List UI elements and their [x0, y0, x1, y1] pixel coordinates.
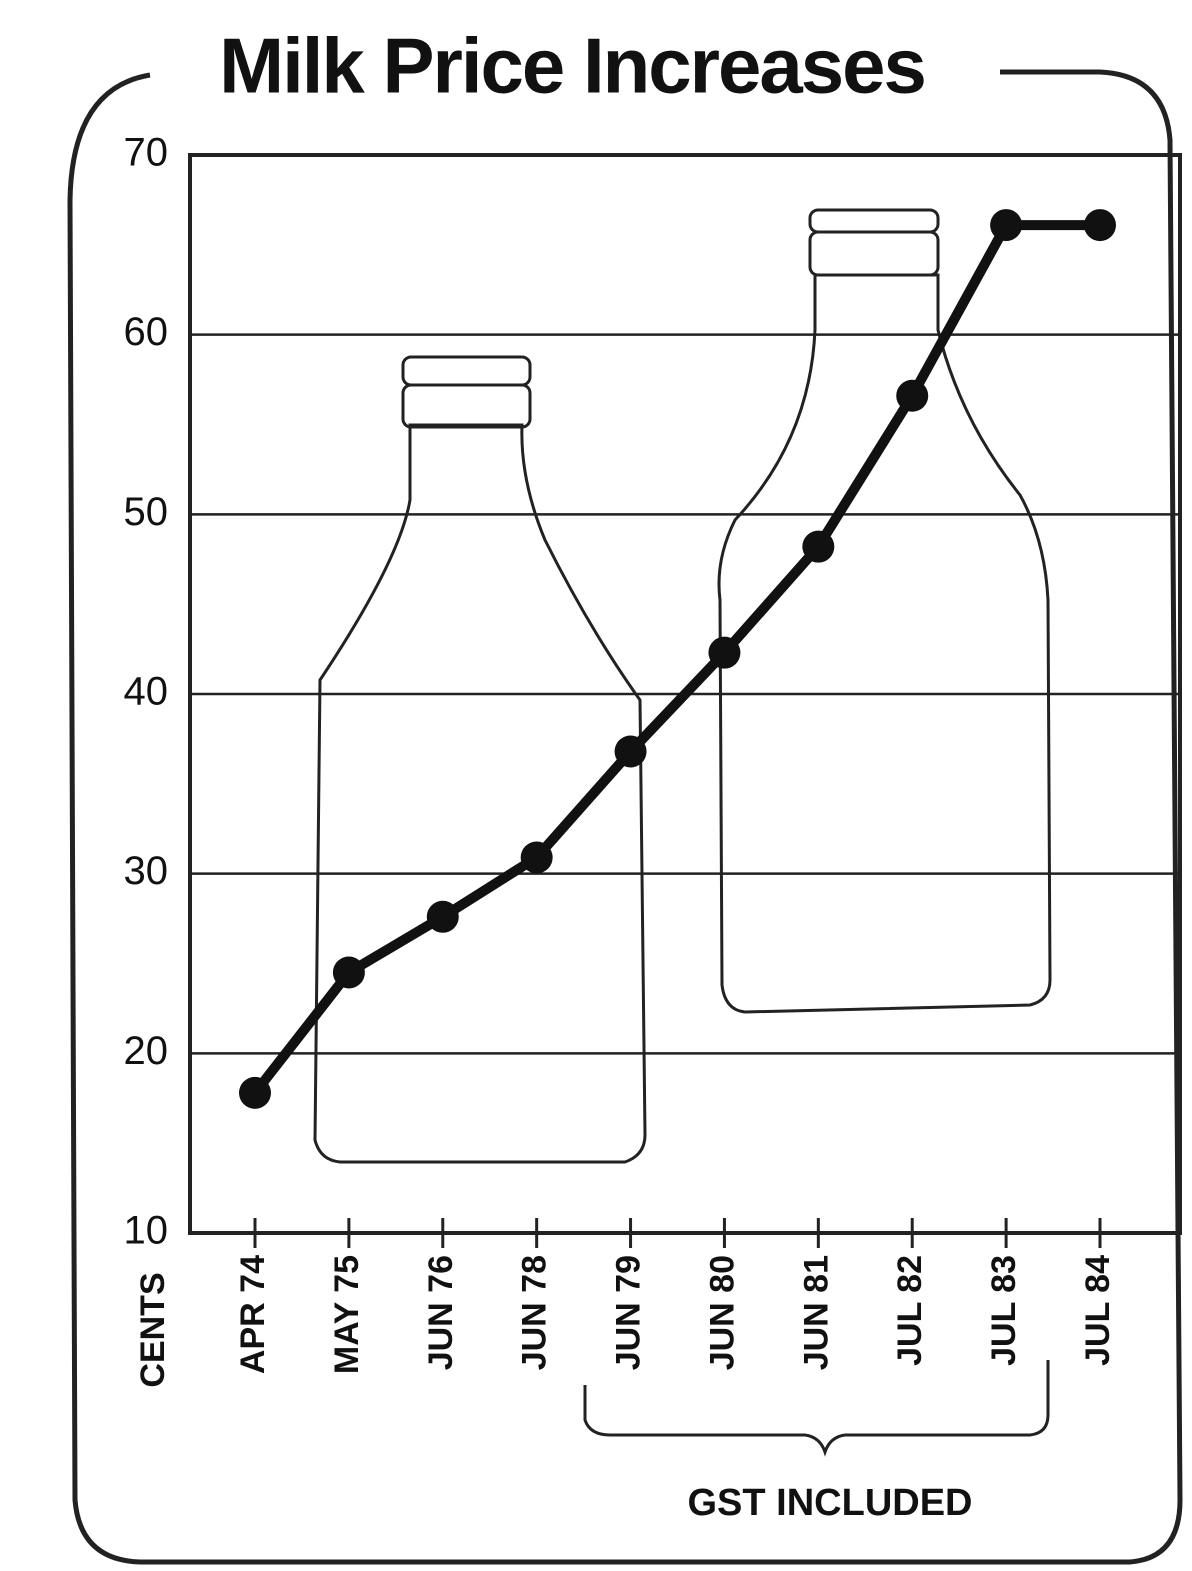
marker — [615, 735, 647, 767]
chart-title: Milk Price Increases — [219, 22, 925, 110]
bottle-cap — [810, 210, 938, 232]
x-tick-label: JUN 79 — [610, 1255, 648, 1370]
x-tick-label: JUN 76 — [422, 1255, 460, 1370]
y-tick-label: 10 — [124, 1209, 169, 1253]
marker — [708, 637, 740, 669]
x-tick-label: JUN 78 — [516, 1255, 554, 1370]
brace — [585, 1360, 1048, 1452]
marker — [333, 956, 365, 988]
annotation: GST INCLUDED — [688, 1482, 973, 1524]
bottle-cap — [403, 357, 530, 385]
marker — [802, 531, 834, 563]
x-tick-label: JUL 82 — [891, 1255, 929, 1366]
x-tick-label: APR 74 — [234, 1255, 272, 1374]
marker — [521, 841, 553, 873]
x-tick-label: JUN 80 — [703, 1255, 741, 1370]
bottle-left — [315, 357, 645, 1162]
line — [255, 225, 1100, 1093]
marker — [1084, 209, 1116, 241]
x-tick-label: JUL 83 — [985, 1255, 1023, 1366]
marker — [427, 901, 459, 933]
bottle-cap — [403, 385, 530, 427]
marker — [990, 209, 1022, 241]
x-tick-label: JUL 84 — [1079, 1255, 1117, 1366]
y-tick-label: 40 — [124, 670, 169, 714]
x-tick-label: MAY 75 — [328, 1255, 366, 1374]
y-tick-label: 50 — [124, 490, 169, 534]
y-tick-label: 70 — [124, 131, 169, 175]
marker — [896, 380, 928, 412]
marker — [239, 1077, 271, 1109]
bottle-cap — [810, 232, 938, 275]
y-tick-label: 60 — [124, 310, 169, 354]
y-tick-label: 30 — [124, 849, 169, 893]
bottle-right — [719, 210, 1050, 1012]
x-tick-label: JUN 81 — [797, 1255, 835, 1370]
chart: Milk Price Increases CENTS GST INCLUDED … — [0, 0, 1192, 1571]
bottle-body — [719, 275, 1050, 1012]
y-axis-label: CENTS — [134, 1272, 172, 1387]
y-tick-label: 20 — [124, 1029, 169, 1073]
